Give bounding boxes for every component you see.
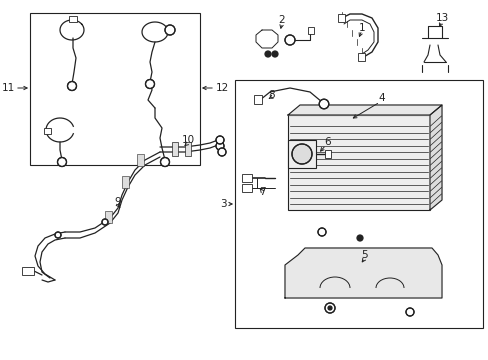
Circle shape: [216, 136, 224, 144]
Bar: [325, 150, 330, 158]
Bar: [22, 267, 34, 275]
Circle shape: [356, 235, 362, 241]
Circle shape: [102, 219, 108, 225]
Text: 6: 6: [324, 137, 331, 147]
Circle shape: [55, 232, 61, 238]
Text: 8: 8: [268, 90, 275, 100]
Polygon shape: [429, 105, 441, 210]
Bar: [235, 80, 482, 328]
Circle shape: [218, 148, 225, 156]
Text: 13: 13: [434, 13, 447, 23]
Circle shape: [325, 303, 334, 313]
Bar: [357, 53, 364, 61]
Text: 5: 5: [361, 250, 367, 260]
Circle shape: [271, 51, 278, 57]
Circle shape: [145, 80, 154, 89]
Text: 11: 11: [1, 83, 15, 93]
Bar: [30, 13, 200, 165]
Text: 10: 10: [181, 135, 194, 145]
Text: 4: 4: [378, 93, 385, 103]
Bar: [307, 27, 313, 34]
Bar: [184, 142, 191, 156]
Bar: [242, 184, 251, 192]
Circle shape: [317, 228, 325, 236]
Circle shape: [285, 35, 294, 45]
Bar: [44, 128, 51, 134]
Bar: [253, 95, 262, 104]
Circle shape: [327, 306, 331, 310]
Text: 7: 7: [258, 187, 265, 197]
Bar: [242, 174, 251, 182]
Bar: [337, 14, 345, 22]
Text: 2: 2: [278, 15, 285, 25]
Bar: [137, 154, 143, 166]
Circle shape: [291, 144, 311, 164]
Text: 9: 9: [115, 197, 121, 207]
Polygon shape: [287, 105, 441, 115]
Text: 12: 12: [215, 83, 228, 93]
Circle shape: [319, 99, 328, 109]
Bar: [69, 16, 77, 22]
Bar: [122, 176, 129, 188]
Bar: [172, 142, 178, 156]
Circle shape: [405, 308, 413, 316]
Circle shape: [264, 51, 270, 57]
Circle shape: [67, 81, 76, 90]
Text: 1: 1: [358, 23, 365, 33]
Circle shape: [160, 158, 169, 166]
Bar: [287, 140, 315, 168]
Text: 3: 3: [219, 199, 226, 209]
Bar: [287, 115, 429, 210]
Circle shape: [58, 158, 66, 166]
Circle shape: [216, 142, 224, 150]
Polygon shape: [285, 248, 441, 298]
Circle shape: [164, 25, 175, 35]
Bar: [105, 211, 112, 223]
